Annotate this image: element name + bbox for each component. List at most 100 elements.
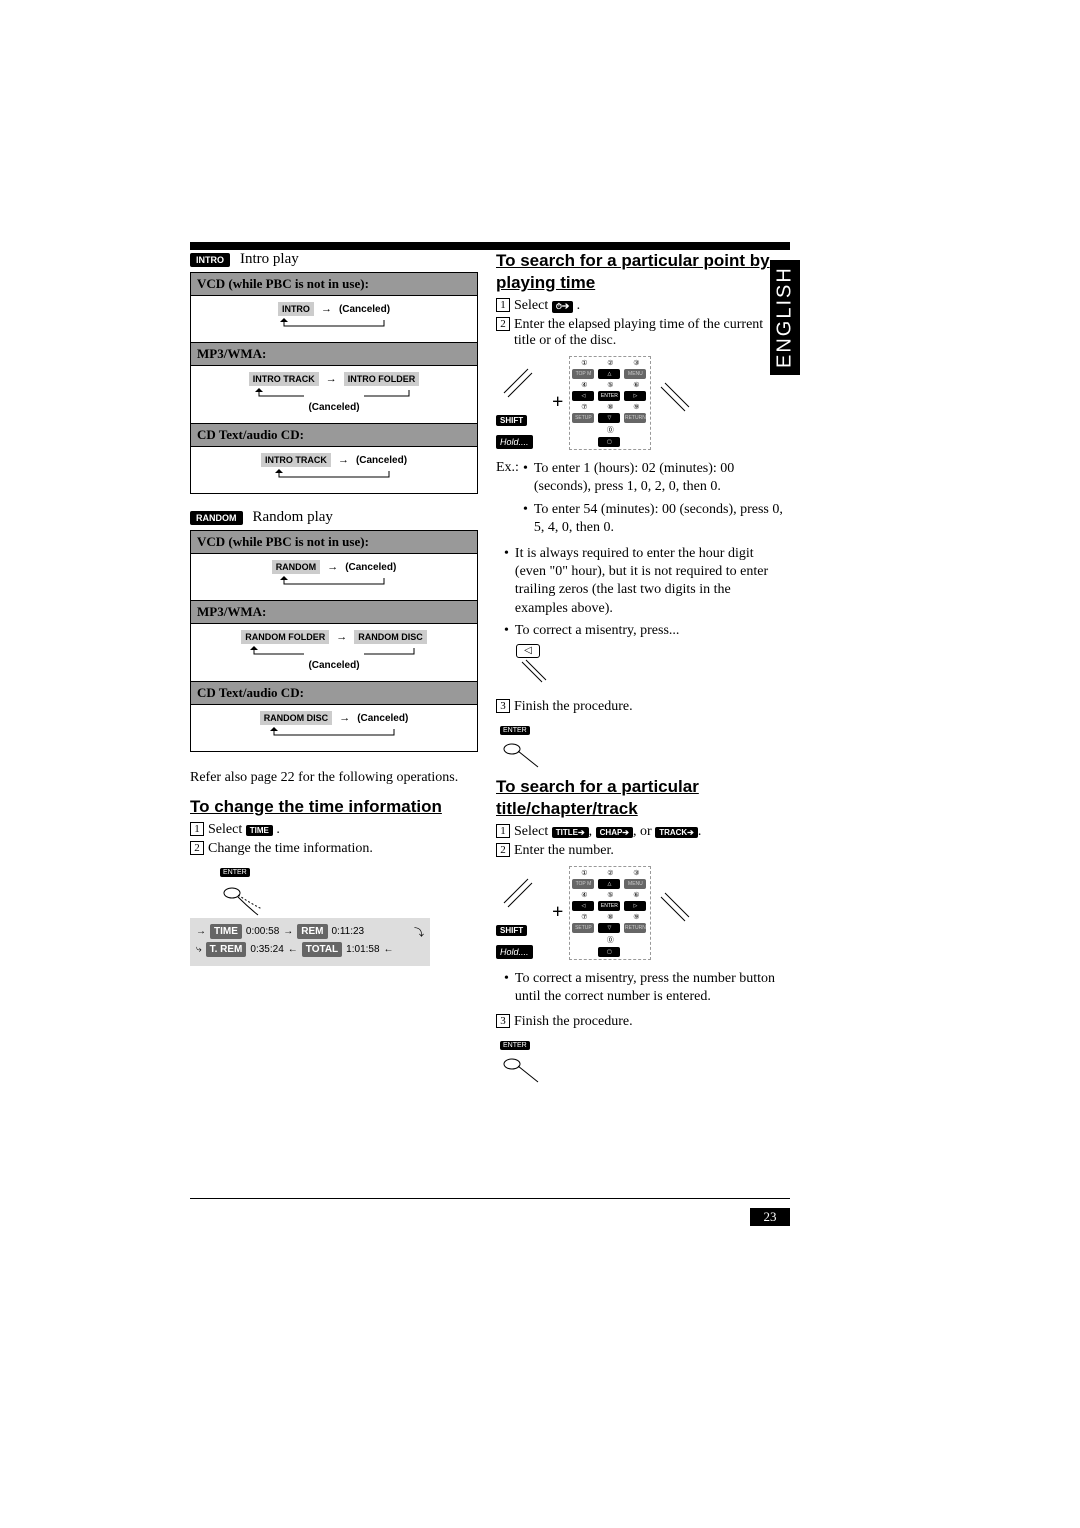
- loop-icon: ⤷: [196, 944, 202, 955]
- loop-arrow-icon: [274, 318, 394, 332]
- random-mp3-c: (Canceled): [308, 660, 359, 671]
- circled-1-icon: ①: [572, 869, 596, 877]
- intro-mp3-a: INTRO TRACK: [249, 372, 319, 386]
- press-hand-icon: [496, 355, 546, 405]
- step-2-icon: 2: [496, 317, 510, 331]
- change-time-heading: To change the time information: [190, 796, 478, 818]
- shift-badge: SHIFT: [496, 925, 527, 936]
- intro-table: VCD (while PBC is not in use): INTRO → (…: [190, 272, 478, 494]
- change-time-step2: Change the time information.: [208, 841, 478, 857]
- circled-7-icon: ⑦: [572, 913, 596, 921]
- rc-right-button: ▷: [624, 391, 646, 401]
- enter-button-label: ENTER: [220, 868, 250, 877]
- rc-menu-button: MENU: [624, 879, 646, 889]
- press-hand-icon: [496, 865, 546, 915]
- intro-vcd-header: VCD (while PBC is not in use):: [191, 273, 477, 296]
- random-table: VCD (while PBC is not in use): RANDOM → …: [190, 530, 478, 752]
- intro-label: Intro play: [240, 251, 299, 267]
- chap-badge: CHAP➔: [596, 827, 633, 838]
- circled-3-icon: ③: [624, 869, 648, 877]
- arrow-icon: →: [338, 454, 349, 466]
- plus-icon: +: [552, 901, 563, 924]
- intro-mp3-c: (Canceled): [308, 402, 359, 413]
- rc-return-button: RETURN: [624, 923, 646, 933]
- random-mp3-a: RANDOM FOLDER: [241, 630, 329, 644]
- random-badge: RANDOM: [190, 511, 243, 525]
- rc-enter-button: ENTER: [598, 391, 620, 401]
- rc-down-button: ▽: [598, 413, 620, 423]
- remote-diagram: SHIFT Hold.... + ① ② ③ TOP M △ MENU ④ ⑤ …: [496, 865, 784, 960]
- search-title-note: To correct a misentry, press the number …: [515, 970, 784, 1006]
- step-3-icon: 3: [496, 1014, 510, 1028]
- hold-badge: Hold....: [496, 945, 533, 959]
- random-vcd-header: VCD (while PBC is not in use):: [191, 531, 477, 554]
- intro-cd-b: (Canceled): [356, 455, 407, 466]
- track-badge: TRACK➔: [655, 827, 698, 838]
- step-2-icon: 2: [496, 843, 510, 857]
- time-value: 0:00:58: [246, 926, 279, 937]
- random-vcd-b: (Canceled): [345, 562, 396, 573]
- page-content: INTRO Intro play VCD (while PBC is not i…: [190, 250, 790, 1091]
- circled-3-icon: ③: [624, 359, 648, 367]
- rc-down-button: ▽: [598, 923, 620, 933]
- intro-cd-header: CD Text/audio CD:: [191, 424, 477, 447]
- ex2-text: To enter 54 (minutes): 00 (seconds), pre…: [534, 501, 784, 537]
- left-column: INTRO Intro play VCD (while PBC is not i…: [190, 250, 478, 1091]
- random-cd-b: (Canceled): [357, 713, 408, 724]
- top-black-bar: [190, 242, 790, 250]
- rc-left-button: ◁: [572, 391, 594, 401]
- circled-4-icon: ④: [572, 891, 596, 899]
- plus-icon: +: [552, 391, 563, 414]
- rc-return-button: RETURN: [624, 413, 646, 423]
- time-badge: TIME: [246, 825, 273, 836]
- note1-text: It is always required to enter the hour …: [515, 545, 784, 618]
- circled-1-icon: ①: [572, 359, 596, 367]
- intro-badge: INTRO: [190, 253, 230, 267]
- random-mp3-b: RANDOM DISC: [354, 630, 427, 644]
- arrow-icon: →: [326, 373, 337, 385]
- arrow-icon: →: [321, 303, 332, 315]
- ex1-text: To enter 1 (hours): 02 (minutes): 00 (se…: [534, 460, 784, 496]
- trem-label: T. REM: [206, 942, 247, 957]
- circled-4-icon: ④: [572, 381, 596, 389]
- circled-9-icon: ⑨: [624, 913, 648, 921]
- rc-setup-button: SETUP: [572, 413, 594, 423]
- loop-arrow-icon: [244, 646, 424, 660]
- refer-text: Refer also page 22 for the following ope…: [190, 770, 478, 786]
- loop-arrow-icon: [269, 469, 399, 483]
- search-time-heading: To search for a particular point by play…: [496, 250, 784, 294]
- total-value: 1:01:58: [346, 944, 379, 955]
- search-title-step2: Enter the number.: [514, 843, 784, 859]
- search-title-step3: Finish the procedure.: [514, 1014, 784, 1030]
- search-title-heading: To search for a particular title/chapter…: [496, 776, 784, 820]
- time-display: → TIME 0:00:58 → REM 0:11:23 ⤵ ⤷ T. REM …: [190, 918, 430, 966]
- rc-setup-button: SETUP: [572, 923, 594, 933]
- circled-2-icon: ②: [598, 359, 622, 367]
- random-cd-header: CD Text/audio CD:: [191, 682, 477, 705]
- step-1-icon: 1: [496, 824, 510, 838]
- loop-arrow-icon: [264, 727, 404, 741]
- rc-left-button: ◁: [572, 901, 594, 911]
- circled-0-icon: ⓪: [598, 425, 622, 435]
- arrow-icon: →: [196, 926, 206, 937]
- rc-disp-button: ▢: [598, 437, 620, 447]
- search-title-step1-pre: Select: [514, 824, 548, 839]
- arrow-icon: →: [339, 712, 350, 724]
- press-hand-icon: [500, 1052, 545, 1084]
- circled-8-icon: ⑧: [598, 913, 622, 921]
- press-hand-icon: [657, 883, 697, 943]
- press-hand-icon: [516, 658, 556, 686]
- loop-arrow-icon: [274, 576, 394, 590]
- trem-value: 0:35:24: [250, 944, 283, 955]
- time-search-icon: ⏱➔: [552, 301, 573, 313]
- rc-topm-button: TOP M: [572, 369, 594, 379]
- intro-mp3-b: INTRO FOLDER: [344, 372, 420, 386]
- step-1-icon: 1: [496, 298, 510, 312]
- search-time-step2: Enter the elapsed playing time of the cu…: [514, 317, 784, 349]
- intro-vcd-a: INTRO: [278, 302, 314, 316]
- random-label: Random play: [253, 509, 333, 525]
- circled-8-icon: ⑧: [598, 403, 622, 411]
- random-cd-a: RANDOM DISC: [260, 711, 333, 725]
- rem-value: 0:11:23: [332, 926, 365, 937]
- step-3-icon: 3: [496, 699, 510, 713]
